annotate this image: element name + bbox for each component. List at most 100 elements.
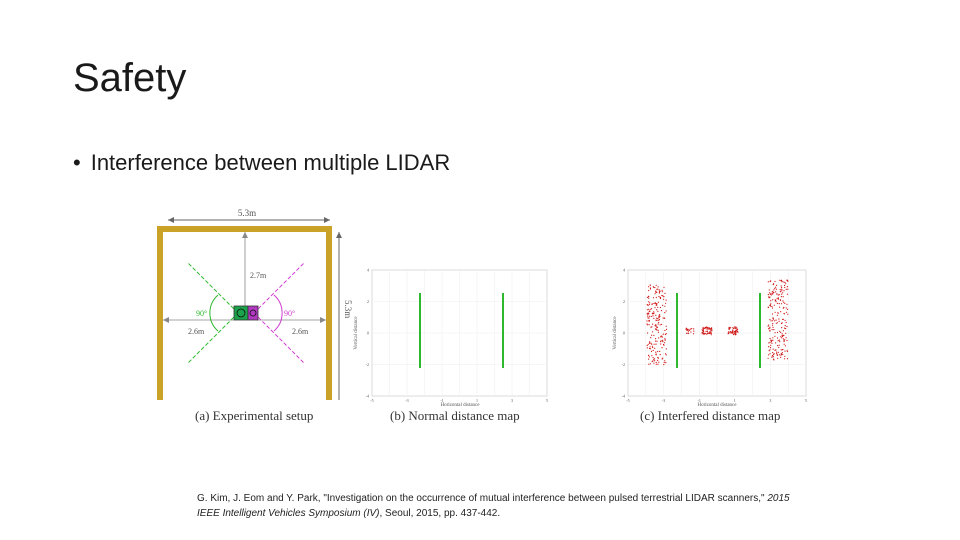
noise-point [776,284,778,286]
noise-point [772,358,775,360]
noise-point [711,328,713,330]
noise-point [706,328,708,330]
noise-point [649,288,652,290]
noise-point [665,354,667,356]
noise-point [782,292,784,294]
noise-point [778,344,780,346]
noise-point [655,325,657,327]
noise-point [648,289,650,292]
noise-point [660,310,663,312]
noise-point [650,337,652,339]
noise-point [779,279,781,281]
setup-right-angle-label: 90° [284,309,295,318]
noise-point [785,321,787,324]
noise-point [664,329,666,332]
noise-point [771,305,773,308]
noise-point [656,319,658,322]
noise-point [783,340,785,342]
noise-point [655,361,657,363]
noise-point [648,324,650,326]
noise-point [780,296,783,298]
y-tick-label: 4 [623,268,625,273]
noise-point [687,331,690,333]
noise-point [728,328,730,330]
noise-point [648,317,650,319]
noise-point [767,294,770,296]
noise-point [733,331,736,333]
noise-point [664,342,666,344]
noise-point [704,327,706,329]
noise-point [659,306,661,309]
noise-point [784,281,786,284]
noise-point [780,322,783,325]
noise-point [657,288,659,290]
noise-point [655,353,657,355]
interfered-ylabel: Vertical distance [613,316,618,350]
noise-point [767,357,769,359]
interfered-distance-map: Horizontal distance Vertical distance -5… [613,268,807,409]
noise-point [769,293,772,295]
noise-point [654,302,656,304]
setup-height-label: 5.3m [343,300,353,318]
noise-point [775,288,778,290]
noise-point [661,289,663,291]
noise-point [655,304,657,306]
noise-point [727,333,729,335]
noise-point [734,326,736,328]
noise-point [653,334,655,336]
noise-point [654,325,656,327]
noise-point [776,337,779,339]
noise-point [776,314,779,316]
reference-venue: 2015 IEEE Intelligent Vehicles Symposium… [197,493,790,519]
noise-point [770,292,772,294]
noise-point [652,313,655,315]
noise-point [772,339,774,341]
noise-point [769,327,771,329]
noise-point [779,288,781,291]
noise-point [685,327,687,329]
noise-point [709,328,712,330]
noise-point [784,350,786,352]
noise-point [776,293,778,295]
noise-point [706,327,708,329]
noise-point [688,332,690,335]
noise-point [691,327,693,330]
noise-point [736,327,738,329]
noise-point [709,331,711,333]
noise-point [768,346,770,348]
noise-point [650,342,652,344]
noise-point [782,300,784,302]
noise-point [647,313,649,316]
noise-point [647,354,650,357]
noise-point [771,307,774,309]
noise-point [657,363,659,365]
noise-point [776,302,779,304]
normal-distance-map: Horizontal distance Vertical distance -5… [354,268,548,409]
noise-point [710,330,712,332]
noise-point [658,295,660,298]
noise-point [777,294,779,296]
noise-point [657,301,659,303]
noise-point [650,308,652,310]
noise-point [665,328,668,330]
noise-point [648,356,650,358]
y-tick-label: 0 [623,331,625,336]
noise-point [780,349,782,351]
noise-point [734,327,737,329]
noise-point [735,332,737,334]
noise-point [774,287,776,289]
noise-point [772,353,775,355]
noise-point [659,314,661,316]
noise-point [781,290,783,292]
noise-point [769,337,771,340]
noise-point [662,341,664,343]
noise-point [774,280,776,283]
noise-point [782,330,785,332]
noise-point [662,333,664,335]
noise-point [652,346,654,349]
noise-point [782,307,784,309]
noise-point [664,360,666,362]
noise-point [774,320,776,322]
noise-point [780,356,782,358]
noise-point [772,337,774,339]
